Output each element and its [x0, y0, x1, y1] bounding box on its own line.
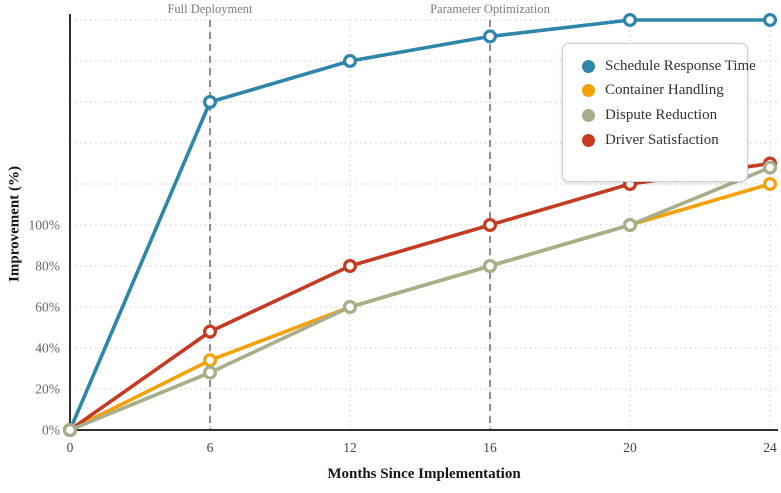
- y-tick-label: 20%: [35, 382, 60, 397]
- data-point-marker: [343, 300, 358, 315]
- data-point-marker: [203, 365, 218, 380]
- legend-swatch-icon: [582, 108, 595, 122]
- legend-item: Dispute Reduction: [563, 103, 747, 128]
- legend-item-label: Container Handling: [605, 82, 724, 99]
- data-point-marker: [62, 423, 77, 438]
- data-point-marker: [483, 218, 498, 233]
- data-point-marker: [762, 13, 777, 28]
- y-tick-label: 80%: [35, 259, 60, 274]
- legend-swatch-icon: [582, 59, 595, 73]
- data-point-marker: [762, 177, 777, 192]
- data-point-marker: [203, 94, 218, 109]
- chart-legend: Schedule Response Time Container Handling…: [562, 43, 756, 182]
- legend-item-label: Schedule Response Time: [605, 57, 756, 74]
- data-point-marker: [762, 160, 777, 175]
- data-point-marker: [483, 29, 498, 44]
- data-point-marker: [343, 53, 358, 68]
- y-tick-label: 40%: [35, 341, 60, 356]
- x-tick-label: 0: [67, 440, 74, 455]
- data-point-marker: [343, 259, 358, 274]
- data-point-marker: [203, 324, 218, 339]
- x-tick-label: 6: [207, 440, 214, 455]
- legend-item-label: Driver Satisfaction: [605, 131, 719, 148]
- series-line: [68, 165, 772, 432]
- legend-item: Driver Satisfaction: [563, 128, 747, 153]
- data-point-marker: [203, 353, 218, 368]
- annotation-label: Parameter Optimization: [430, 2, 551, 16]
- x-tick-label: 24: [763, 440, 777, 455]
- legend-item: Schedule Response Time: [563, 54, 756, 79]
- data-point-marker: [622, 13, 637, 28]
- annotation-label: Full Deployment: [167, 2, 253, 16]
- legend-swatch-icon: [582, 84, 595, 98]
- y-axis-title: Improvement (%): [6, 166, 23, 282]
- x-axis-title: Months Since Implementation: [327, 466, 521, 482]
- legend-item-label: Dispute Reduction: [605, 106, 718, 123]
- series-line: [68, 18, 772, 432]
- y-tick-label: 60%: [35, 300, 60, 315]
- legend-item: Container Handling: [563, 79, 747, 104]
- y-tick-label: 0%: [42, 423, 60, 438]
- x-tick-label: 20: [623, 440, 637, 455]
- x-tick-label: 16: [483, 440, 497, 455]
- data-point-marker: [622, 218, 637, 233]
- data-point-marker: [483, 259, 498, 274]
- x-tick-label: 12: [343, 440, 357, 455]
- y-tick-label: 100%: [29, 218, 61, 233]
- legend-swatch-icon: [582, 133, 595, 147]
- series-line: [68, 161, 772, 432]
